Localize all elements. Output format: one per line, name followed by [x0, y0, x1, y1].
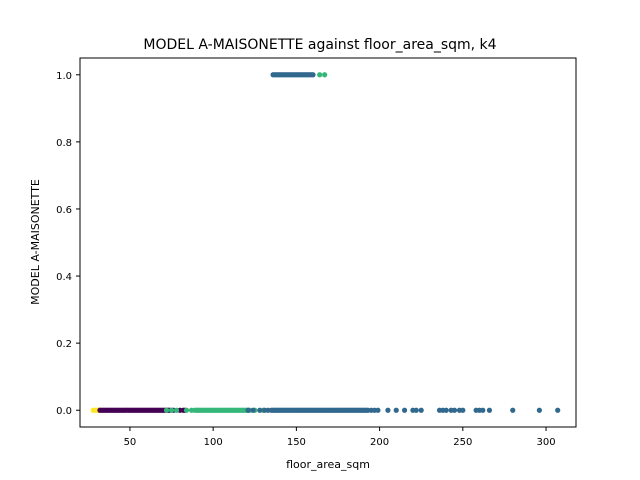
y-axis-label: MODEL A-MAISONETTE — [29, 179, 42, 305]
y-tick-label: 0.4 — [56, 272, 72, 283]
x-tick-label: 150 — [287, 437, 306, 448]
data-point — [183, 407, 190, 413]
data-point — [173, 407, 180, 413]
y-tick-label: 0.2 — [56, 339, 72, 350]
plot-frame — [79, 57, 577, 428]
x-axis-label: floor_area_sqm — [286, 458, 370, 471]
y-tick-label: 0.8 — [56, 138, 72, 149]
data-point — [393, 407, 399, 413]
x-tick-label: 300 — [536, 437, 555, 448]
data-point — [460, 407, 466, 413]
data-point — [401, 407, 408, 413]
data-points — [90, 72, 561, 413]
x-tick-label: 250 — [453, 437, 472, 448]
data-point — [163, 407, 170, 413]
data-point — [555, 407, 561, 413]
y-axis-ticks: 0.0 0.2 0.4 0.6 0.8 1.0 — [56, 71, 80, 417]
data-point — [250, 407, 256, 413]
data-point — [375, 407, 381, 413]
data-point — [322, 72, 328, 78]
x-axis-ticks: 50 100 150 200 250 300 — [124, 427, 556, 448]
data-point — [317, 72, 323, 78]
data-point — [443, 407, 449, 413]
data-point — [385, 407, 391, 413]
data-point — [418, 407, 424, 413]
data-point — [245, 407, 251, 413]
x-tick-label: 50 — [124, 437, 137, 448]
x-tick-label: 200 — [370, 437, 389, 448]
data-point — [536, 407, 542, 413]
data-point — [451, 407, 458, 413]
data-point — [310, 72, 316, 78]
y-tick-label: 1.0 — [56, 71, 72, 82]
chart-title: MODEL A-MAISONETTE against floor_area_sq… — [143, 37, 496, 53]
data-point — [486, 407, 493, 413]
y-tick-label: 0.6 — [56, 205, 72, 216]
data-point — [413, 407, 419, 413]
x-tick-label: 100 — [204, 437, 223, 448]
data-point — [510, 407, 516, 413]
data-point — [257, 407, 263, 413]
data-point — [480, 407, 486, 413]
y-tick-label: 0.0 — [56, 406, 72, 417]
data-point — [168, 407, 175, 413]
